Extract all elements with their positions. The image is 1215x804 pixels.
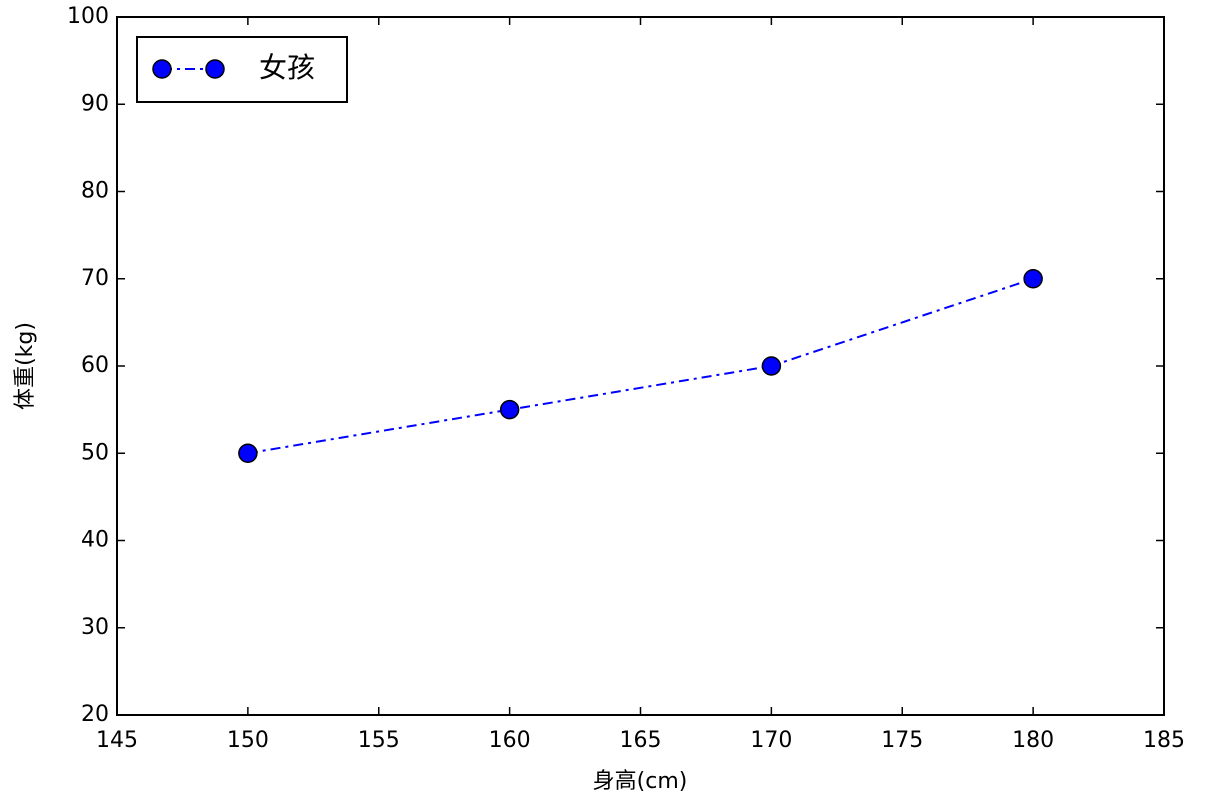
x-tick-label: 165 [620, 728, 662, 753]
x-tick-label: 170 [750, 728, 792, 753]
x-tick-label: 150 [227, 728, 269, 753]
x-tick-label: 155 [358, 728, 400, 753]
data-line [247, 277, 1034, 455]
y-tick-label: 50 [81, 440, 109, 465]
y-tick-label: 30 [81, 615, 109, 640]
y-tick-label: 40 [81, 528, 109, 553]
x-tick-label: 160 [489, 728, 531, 753]
data-point [499, 399, 520, 420]
y-tick-label: 100 [67, 4, 109, 29]
y-axis-label: 体重(kg) [13, 322, 38, 410]
data-point [238, 443, 258, 463]
x-tick-label: 145 [96, 728, 138, 753]
data-point [1023, 269, 1043, 289]
y-tick-label: 80 [81, 179, 109, 204]
x-tick-label: 175 [881, 728, 923, 753]
y-tick-label: 20 [81, 702, 109, 727]
x-axis-label: 身高(cm) [593, 769, 688, 794]
legend-marker [205, 59, 225, 79]
legend-label: 女孩 [259, 51, 315, 84]
x-tick-label: 185 [1143, 728, 1185, 753]
legend-marker [152, 59, 172, 79]
x-tick-label: 180 [1012, 728, 1054, 753]
data-point [761, 356, 782, 376]
y-tick-label: 60 [81, 353, 109, 378]
y-tick-label: 90 [81, 91, 109, 116]
plot-frame [116, 16, 1165, 716]
y-tick-label: 70 [81, 266, 109, 291]
